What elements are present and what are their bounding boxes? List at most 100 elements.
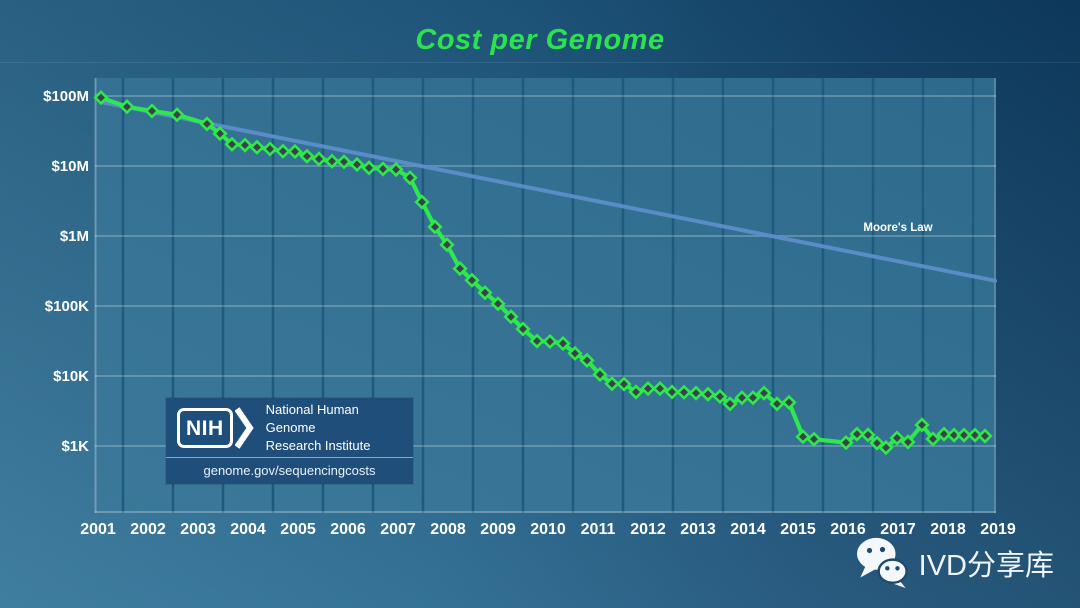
nih-logo-text: NIH [177, 407, 233, 448]
x-axis-tick-label: 2012 [630, 521, 666, 538]
data-point-marker [299, 148, 315, 164]
data-point-marker [604, 376, 620, 392]
moores-law-label: Moore's Law [863, 222, 933, 234]
x-axis-tick-label: 2019 [980, 521, 1016, 538]
data-point-marker [542, 333, 558, 350]
data-point-marker [503, 309, 519, 325]
nih-chevron-icon [234, 406, 254, 449]
data-point-marker [860, 427, 876, 443]
x-axis-tick-label: 2005 [280, 521, 316, 538]
x-axis-tick-label: 2018 [930, 521, 966, 538]
data-point-marker [402, 170, 418, 186]
x-axis-tick-label: 2017 [880, 521, 916, 538]
data-point-marker [640, 380, 656, 397]
data-point-marker [745, 390, 761, 406]
y-axis-tick-label: $100K [45, 298, 89, 315]
data-point-marker [769, 396, 785, 412]
x-axis-tick-label: 2002 [130, 521, 166, 538]
data-point-marker [734, 390, 750, 406]
data-point-marker [119, 99, 135, 115]
data-point-marker [199, 116, 215, 132]
x-axis-tick-label: 2014 [730, 521, 766, 538]
data-point-marker [781, 394, 797, 411]
y-axis-tick-label: $1K [61, 438, 89, 455]
x-axis-tick-label: 2011 [581, 521, 616, 538]
x-axis-tick-label: 2013 [680, 521, 716, 538]
data-point-marker [849, 426, 865, 442]
data-point-marker [349, 156, 365, 173]
data-point-marker [869, 435, 885, 451]
data-point-marker [806, 431, 822, 447]
data-point-marker [628, 384, 644, 400]
data-point-marker [515, 321, 531, 337]
data-point-marker [414, 194, 430, 210]
data-point-marker [427, 219, 443, 235]
data-point-marker [212, 125, 228, 142]
x-axis-tick-label: 2006 [330, 521, 366, 538]
page-title: Cost per Genome [415, 24, 665, 56]
institute-name-line1: National Human Genome [265, 401, 359, 435]
x-axis-tick-label: 2015 [780, 521, 816, 538]
data-point-marker [592, 366, 608, 383]
data-point-marker [477, 285, 493, 301]
data-point-marker [93, 89, 109, 106]
x-axis-tick-label: 2001 [80, 521, 116, 538]
data-point-marker [700, 386, 716, 402]
data-point-marker [439, 237, 455, 253]
nhgri-logo-box: NIH National Human Genome Research Insti… [166, 398, 413, 484]
data-point-marker [567, 345, 583, 362]
y-axis-tick-label: $1M [60, 228, 89, 245]
data-point-marker [275, 143, 291, 159]
moores-law-line [99, 100, 997, 283]
data-point-marker [388, 161, 404, 178]
data-point-marker [838, 434, 854, 451]
data-point-marker [144, 103, 160, 119]
watermark: IVD分享库 [856, 536, 1054, 590]
data-point-marker [936, 426, 952, 442]
institute-name: National Human Genome Research Institute [266, 401, 403, 455]
data-point-marker [464, 272, 480, 288]
genome-url: genome.gov/sequencingcosts [166, 457, 413, 484]
x-axis-tick-label: 2007 [380, 521, 416, 538]
data-point-marker [311, 151, 327, 167]
data-point-marker [889, 430, 905, 446]
nih-logo: NIH [177, 406, 255, 450]
data-point-marker [878, 439, 894, 456]
data-point-marker [237, 137, 253, 153]
data-point-marker [169, 107, 185, 123]
data-point-marker [224, 136, 240, 152]
data-point-marker [616, 376, 632, 392]
data-point-marker [756, 385, 772, 401]
data-point-marker [336, 154, 352, 170]
x-axis-tick-label: 2004 [230, 521, 266, 538]
data-point-marker [529, 333, 545, 349]
data-point-marker [795, 429, 811, 445]
x-axis-tick-label: 2010 [530, 521, 566, 538]
data-point-marker [967, 427, 983, 443]
y-axis-tick-label: $10K [53, 368, 89, 385]
x-axis-tick-label: 2016 [830, 521, 866, 538]
data-point-marker [452, 260, 468, 277]
y-axis-tick-label: $100M [43, 88, 89, 105]
institute-name-line2: Research Institute [265, 437, 371, 453]
title-band-divider [0, 62, 1080, 63]
data-point-marker [262, 141, 278, 157]
data-point-marker [925, 431, 941, 447]
data-point-marker [900, 434, 916, 450]
data-point-marker [722, 396, 738, 412]
data-point-marker [579, 352, 595, 369]
x-axis-tick-label: 2009 [480, 521, 516, 538]
data-point-marker [652, 380, 668, 397]
nhgri-logo-row: NIH National Human Genome Research Insti… [166, 398, 413, 457]
data-point-marker [688, 385, 704, 401]
data-point-marker [956, 427, 972, 443]
data-point-marker [914, 417, 930, 433]
data-point-marker [490, 296, 506, 312]
watermark-text: IVD分享库 [918, 550, 1054, 582]
data-point-marker [676, 384, 692, 400]
data-point-marker [375, 161, 391, 177]
data-point-marker [324, 153, 340, 169]
data-point-marker [712, 388, 728, 405]
